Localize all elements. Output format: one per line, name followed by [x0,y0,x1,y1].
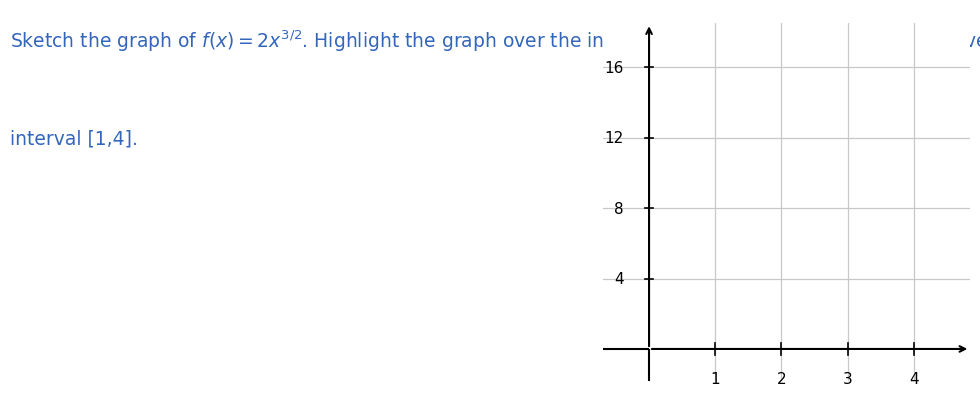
Text: 4: 4 [614,271,624,286]
Text: 3: 3 [843,371,853,386]
Text: 8: 8 [614,201,624,216]
Text: Sketch the graph of $f\left(x\right) = 2x^{3/2}$. Highlight the graph over the i: Sketch the graph of $f\left(x\right) = 2… [10,28,980,54]
Text: 1: 1 [710,371,720,386]
Text: 12: 12 [605,131,624,146]
Text: 4: 4 [909,371,918,386]
Text: 2: 2 [777,371,786,386]
Text: interval [1,4].: interval [1,4]. [10,130,137,149]
Text: 16: 16 [605,61,624,76]
